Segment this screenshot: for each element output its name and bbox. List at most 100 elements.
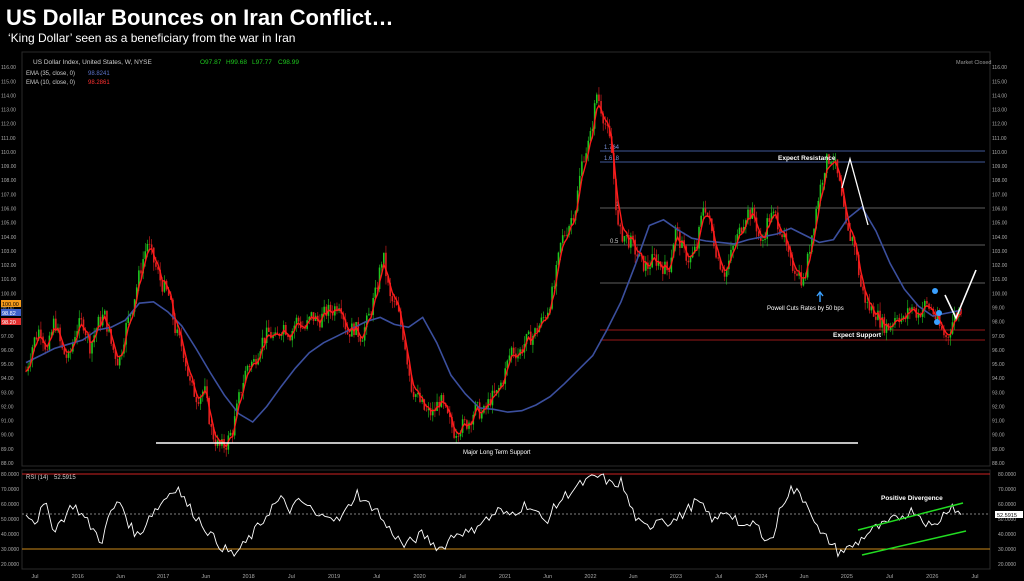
candle-body [321, 313, 323, 328]
rsi-tick-label: 40.0000 [998, 532, 1016, 538]
signal-dot [932, 288, 938, 294]
y-tick-label: 94.00 [1, 376, 14, 382]
candle-body [485, 405, 487, 408]
y-tick-label: 106.00 [992, 207, 1008, 213]
candle-body [819, 184, 822, 201]
candle-body [344, 319, 347, 330]
candle-body [789, 251, 792, 258]
candle-body [783, 233, 786, 238]
candle-body [947, 337, 950, 338]
legend-ema10: EMA (10, close, 0) [26, 80, 75, 86]
candle-body [195, 396, 198, 403]
y-tick-label: 112.00 [1, 122, 16, 128]
candle-body [80, 318, 83, 320]
candle-body [923, 300, 926, 310]
expect-resistance-label: Expect Resistance [778, 155, 836, 162]
candle-body [408, 364, 411, 376]
candle-body [150, 244, 153, 248]
candle-body [700, 215, 702, 227]
x-tick-label: Jun [629, 574, 638, 580]
candle-body [265, 327, 268, 344]
y-tick-label: 92.00 [992, 404, 1005, 410]
candle-body [913, 307, 915, 308]
rsi-legend: RSI (14) [26, 475, 48, 481]
candle-body [400, 311, 402, 326]
candle-body [438, 401, 440, 408]
candle-body [361, 340, 364, 342]
candle-body [406, 349, 409, 365]
candle-body [857, 254, 860, 276]
x-tick-label: Jul [288, 574, 295, 580]
candle-body [772, 211, 775, 213]
y-tick-label: 108.00 [992, 178, 1008, 184]
x-tick-label: 2016 [72, 574, 84, 580]
candle-body [212, 426, 215, 440]
candle-body [657, 261, 660, 266]
y-tick-label: 111.00 [992, 136, 1007, 142]
candle-body [706, 212, 709, 216]
candle-body [191, 380, 193, 383]
candle-body [534, 328, 536, 336]
y-tick-label: 114.00 [992, 93, 1007, 99]
y-tick-label: 109.00 [1, 164, 17, 170]
y-tick-label: 91.00 [1, 419, 14, 425]
candle-body [40, 329, 42, 337]
candle-body [687, 260, 690, 263]
y-tick-label: 112.00 [992, 122, 1007, 128]
candle-body [325, 306, 328, 316]
candle-body [129, 314, 132, 317]
candle-body [570, 218, 573, 227]
y-tick-label: 108.00 [1, 178, 17, 184]
candle-body [960, 308, 962, 314]
candle-body [862, 286, 864, 291]
candle-body [600, 101, 602, 114]
candle-body [855, 247, 858, 255]
candle-body [625, 235, 628, 237]
candle-body [821, 182, 824, 185]
rsi-tick-label: 80.0000 [1, 472, 19, 478]
candle-body [493, 390, 496, 393]
ema35-line [25, 205, 962, 424]
candle-body [116, 358, 119, 366]
candle-body [110, 329, 112, 344]
candle-body [44, 343, 46, 350]
x-tick-label: 2024 [755, 574, 767, 580]
y-tick-label: 98.00 [992, 320, 1005, 326]
candle-body [542, 317, 545, 318]
candle-body [583, 161, 585, 162]
candle-body [685, 246, 688, 261]
candle-body [82, 319, 85, 331]
legend-symbol: US Dollar Index, United States, W, NYSE [33, 59, 153, 66]
candle-body [934, 314, 937, 320]
candle-body [65, 354, 68, 358]
candle-body [749, 209, 751, 220]
candle-body [813, 228, 815, 236]
candle-body [387, 276, 389, 283]
x-tick-label: 2026 [926, 574, 938, 580]
candle-body [238, 392, 240, 404]
candle-body [595, 94, 598, 104]
candle-body [800, 272, 803, 286]
y-tick-label: 109.00 [992, 164, 1008, 170]
candle-body [108, 329, 110, 332]
candle-body [894, 317, 896, 325]
candle-body [644, 262, 647, 271]
candle-body [67, 352, 70, 358]
candle-body [802, 278, 805, 286]
y-tick-label: 88.00 [1, 461, 14, 467]
candle-body [636, 254, 639, 257]
candle-body [875, 316, 877, 320]
candle-body [33, 337, 36, 348]
candle-body [623, 236, 626, 242]
candle-body [495, 390, 498, 393]
candle-body [304, 328, 306, 329]
candle-body [853, 237, 856, 248]
x-tick-label: 2017 [157, 574, 169, 580]
candle-body [391, 296, 394, 302]
candle-body [302, 328, 304, 329]
candle-body [674, 227, 677, 245]
candle-body [197, 402, 200, 404]
candle-body [725, 269, 728, 277]
candle-body [847, 223, 849, 231]
candle-body [666, 261, 668, 271]
